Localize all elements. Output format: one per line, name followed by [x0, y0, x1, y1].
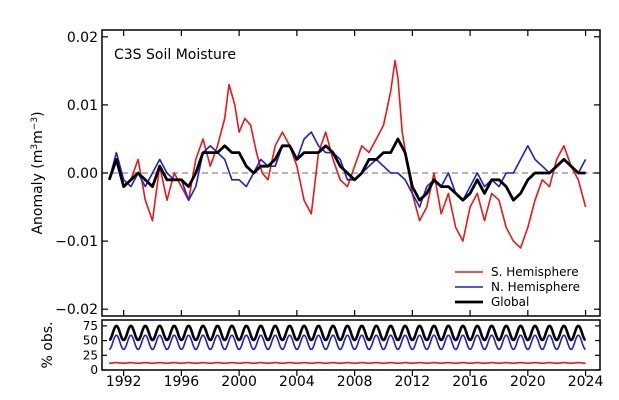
x-tick-label: 1992: [106, 374, 142, 390]
legend-label: S. Hemisphere: [491, 265, 579, 279]
main-chart-panel: −0.02 −0.01 0.00 0.01 0.02 C3S Soil Moisture…: [30, 29, 601, 318]
coverage-y-tick-label: 75: [83, 319, 98, 333]
x-tick-label: 2004: [279, 374, 315, 390]
x-tick-label: 2012: [395, 374, 431, 390]
y-tick-label: 0.02: [67, 30, 98, 46]
x-axis-ticks: 1992 1996 2000 2004 2008 2012 2016 2020 2024: [106, 30, 604, 390]
chart-title: C3S Soil Moisture: [114, 47, 236, 63]
y-tick-label: −0.01: [55, 234, 98, 250]
y-tick-label: 0.00: [67, 166, 98, 182]
coverage-line-global: [108, 324, 587, 342]
x-tick-label: 2020: [510, 374, 546, 390]
series-line-n-hemisphere: [108, 131, 587, 208]
x-tick-label: 2016: [452, 374, 488, 390]
main-y-axis-ticks: −0.02 −0.01 0.00 0.01 0.02: [55, 30, 600, 318]
x-tick-label: 2024: [568, 374, 604, 390]
coverage-y-tick-label: 25: [83, 348, 98, 362]
x-tick-label: 1996: [164, 374, 200, 390]
coverage-plot-frame: [101, 319, 601, 371]
legend-label: N. Hemisphere: [491, 280, 580, 294]
x-tick-label: 2008: [337, 374, 373, 390]
series-line-s-hemisphere: [108, 59, 587, 249]
coverage-y-axis-label: % obs.: [40, 322, 56, 369]
series-line-global: [107, 137, 586, 202]
x-tick-label: 2000: [221, 374, 257, 390]
coverage-series-group: [108, 324, 587, 365]
main-series-group: [107, 59, 587, 249]
coverage-y-tick-label: 0: [90, 363, 98, 377]
coverage-line-n-hemisphere: [108, 334, 586, 351]
y-tick-label: −0.02: [55, 302, 98, 318]
y-tick-label: 0.01: [67, 98, 98, 114]
y-axis-label: Anomaly (m3m−3): [30, 111, 46, 234]
coverage-y-tick-label: 50: [83, 334, 98, 348]
coverage-line-s-hemisphere: [109, 361, 586, 365]
legend-label: Global: [491, 295, 529, 309]
